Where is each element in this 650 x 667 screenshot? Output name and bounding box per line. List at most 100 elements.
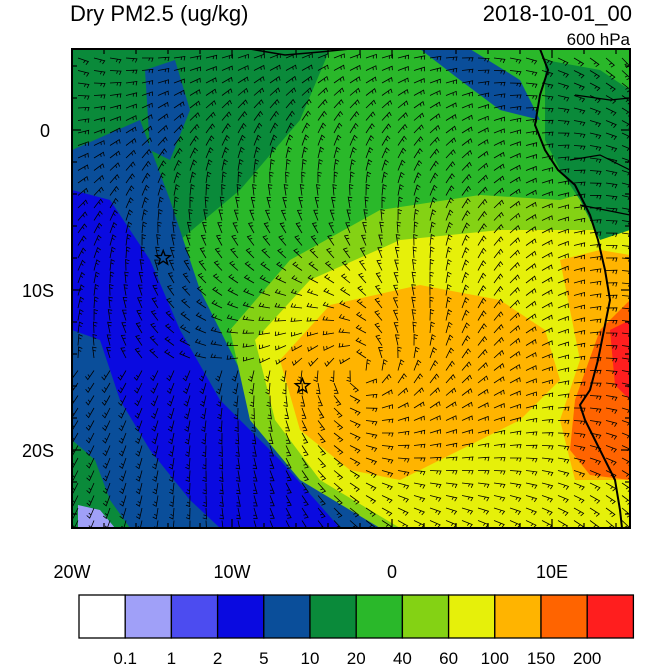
wind-barb [525, 70, 538, 77]
wind-barb [605, 145, 618, 153]
wind-barb [621, 482, 630, 492]
wind-barb [234, 432, 240, 445]
wind-barb [541, 470, 554, 477]
wind-barb [589, 132, 602, 140]
wind-barb [557, 132, 570, 138]
wind-barb [525, 165, 537, 171]
wind-barb [185, 470, 191, 483]
wind-barb [237, 87, 249, 96]
wind-barb [125, 103, 137, 109]
wind-barb [107, 309, 113, 321]
wind-barb [346, 209, 352, 221]
wind-barb [205, 100, 217, 109]
wind-barb [275, 275, 287, 284]
wind-barb [134, 407, 143, 419]
wind-barb [573, 520, 584, 528]
wind-barb [541, 215, 553, 221]
wind-barb [221, 76, 233, 84]
wind-barb [118, 395, 127, 407]
wind-barb [86, 507, 95, 519]
wind-barb [461, 520, 473, 528]
wind-barb [150, 382, 159, 394]
wind-barb [429, 246, 435, 259]
wind-barb [445, 197, 454, 209]
wind-barb [365, 470, 377, 479]
wind-barb [413, 172, 422, 184]
wind-barb [77, 211, 88, 221]
wind-barb [333, 407, 343, 418]
wind-barb [461, 91, 473, 97]
wind-barb [493, 211, 504, 221]
wind-barb [93, 198, 104, 209]
wind-barb [301, 146, 309, 159]
wind-barb [157, 196, 164, 209]
wind-barb [413, 209, 420, 221]
wind-barb [378, 347, 383, 359]
colorbar-swatch [447, 594, 496, 639]
wind-barb [509, 94, 522, 99]
wind-barb [477, 349, 488, 359]
wind-barb [85, 420, 95, 431]
wind-barb [365, 88, 377, 96]
wind-barb [477, 429, 490, 435]
lon-tick-label: 0 [387, 562, 397, 582]
wind-barb [393, 272, 399, 284]
wind-barb [509, 70, 522, 76]
wind-barb [589, 382, 602, 388]
wind-barb [493, 443, 506, 448]
wind-barb [525, 238, 537, 246]
wind-barb [125, 258, 130, 271]
wind-barb [93, 117, 106, 122]
wind-barb [308, 261, 319, 271]
wind-barb [541, 457, 554, 463]
wind-barb [397, 444, 410, 450]
wind-barb [109, 234, 117, 246]
wind-barb [125, 92, 138, 97]
wind-barb [365, 147, 374, 159]
wind-barb [605, 345, 618, 350]
wind-barb [541, 507, 553, 516]
wind-barb [477, 260, 487, 271]
wind-barb [605, 132, 618, 141]
wind-barb [317, 87, 329, 96]
wind-barb [509, 495, 522, 502]
wind-barb [157, 160, 167, 171]
wind-barb [109, 104, 122, 110]
wind-barb [253, 507, 258, 519]
wind-barb [461, 415, 473, 421]
wind-barb [181, 285, 191, 296]
wind-barb [333, 171, 339, 184]
wind-barb [189, 112, 200, 121]
wind-barb [77, 57, 90, 66]
wind-barb [397, 196, 403, 209]
wind-barb [461, 68, 474, 74]
wind-barb [137, 284, 143, 296]
wind-barb [589, 107, 601, 116]
wind-barb [461, 495, 474, 502]
wind-barb [166, 285, 175, 296]
wind-barb [317, 146, 325, 159]
wind-barb [154, 259, 159, 271]
wind-barb [135, 507, 143, 520]
wind-barb [381, 520, 392, 528]
wind-barb [541, 82, 554, 89]
wind-barb [200, 407, 207, 420]
wind-barb [267, 184, 273, 196]
wind-barb [541, 276, 553, 284]
wind-barb [323, 287, 335, 296]
wind-barb [392, 297, 399, 309]
wind-barb [557, 290, 569, 296]
lon-tick-label: 10W [213, 562, 250, 582]
wind-barb [605, 307, 618, 312]
wind-barb [285, 432, 291, 444]
wind-barb [140, 246, 146, 259]
wind-barb [221, 159, 228, 171]
wind-barb [557, 95, 570, 102]
wind-barb [541, 107, 554, 113]
wind-barb [509, 200, 521, 209]
wind-barb [269, 134, 278, 146]
wind-barb [301, 507, 309, 519]
wind-barb [461, 470, 474, 475]
wind-barb [141, 137, 152, 146]
wind-barb [269, 122, 279, 134]
